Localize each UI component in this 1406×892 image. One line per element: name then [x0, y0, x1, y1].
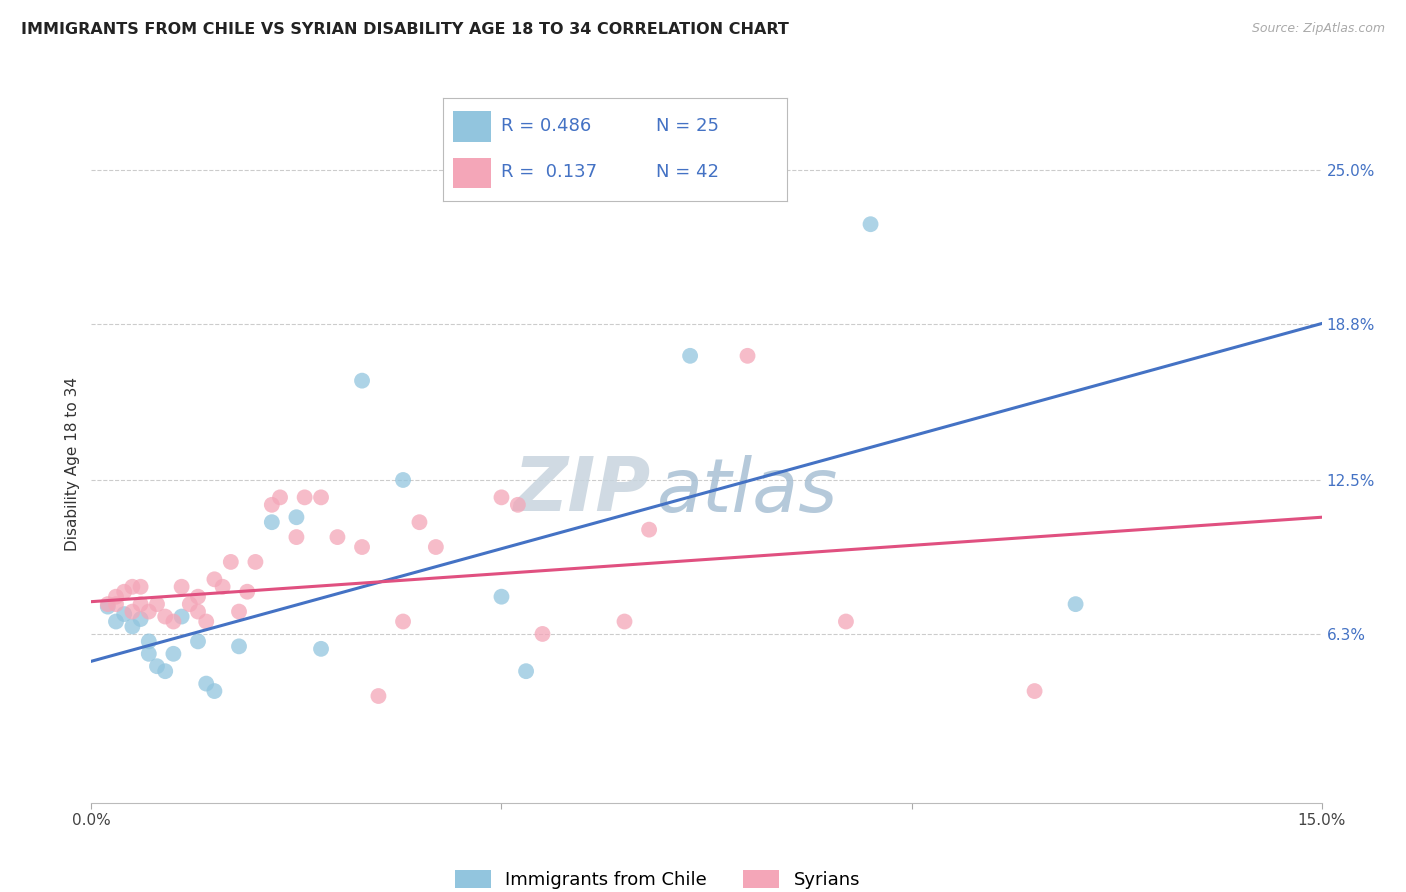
Text: R =  0.137: R = 0.137: [502, 163, 598, 181]
Point: [260, 498, 283, 512]
Point: [309, 641, 332, 656]
Point: [269, 491, 291, 505]
Point: [294, 491, 316, 505]
Point: [219, 555, 242, 569]
Text: IMMIGRANTS FROM CHILE VS SYRIAN DISABILITY AGE 18 TO 34 CORRELATION CHART: IMMIGRANTS FROM CHILE VS SYRIAN DISABILI…: [21, 22, 789, 37]
Point: [245, 555, 267, 569]
Point: [285, 510, 308, 524]
Point: [859, 217, 882, 231]
Text: atlas: atlas: [657, 455, 839, 527]
Point: [425, 540, 447, 554]
Point: [236, 584, 259, 599]
Point: [211, 580, 233, 594]
Point: [285, 530, 308, 544]
Point: [187, 605, 209, 619]
Y-axis label: Disability Age 18 to 34: Disability Age 18 to 34: [65, 376, 80, 551]
Point: [506, 498, 529, 512]
Point: [105, 590, 127, 604]
Point: [105, 615, 127, 629]
Point: [1024, 684, 1046, 698]
Point: [187, 634, 209, 648]
Point: [613, 615, 636, 629]
Point: [162, 647, 184, 661]
Point: [105, 597, 127, 611]
Point: [326, 530, 349, 544]
Point: [531, 627, 554, 641]
Point: [129, 597, 152, 611]
Bar: [453, 112, 491, 142]
Point: [153, 664, 177, 678]
Text: N = 25: N = 25: [657, 117, 720, 135]
Point: [737, 349, 759, 363]
Point: [187, 590, 209, 604]
Text: R = 0.486: R = 0.486: [502, 117, 592, 135]
Point: [153, 609, 177, 624]
Point: [162, 615, 184, 629]
Point: [179, 597, 201, 611]
Point: [515, 664, 537, 678]
Point: [309, 491, 332, 505]
Point: [392, 615, 415, 629]
Point: [121, 619, 143, 633]
Point: [195, 615, 218, 629]
Point: [638, 523, 661, 537]
Point: [835, 615, 858, 629]
Point: [1064, 597, 1087, 611]
Point: [129, 580, 152, 594]
Point: [352, 374, 374, 388]
Point: [112, 584, 135, 599]
Point: [367, 689, 389, 703]
Point: [138, 605, 160, 619]
Point: [97, 599, 120, 614]
Point: [679, 349, 702, 363]
Point: [392, 473, 415, 487]
Point: [170, 580, 193, 594]
Point: [408, 515, 430, 529]
Point: [170, 609, 193, 624]
Point: [260, 515, 283, 529]
Point: [121, 580, 143, 594]
Point: [491, 590, 513, 604]
Text: ZIP: ZIP: [515, 454, 651, 527]
Legend: Immigrants from Chile, Syrians: Immigrants from Chile, Syrians: [447, 863, 868, 892]
Point: [129, 612, 152, 626]
Bar: [453, 158, 491, 188]
Point: [228, 640, 250, 654]
Point: [138, 634, 160, 648]
Point: [202, 684, 225, 698]
Point: [352, 540, 374, 554]
Text: N = 42: N = 42: [657, 163, 720, 181]
Point: [228, 605, 250, 619]
Point: [202, 572, 225, 586]
Point: [195, 676, 218, 690]
Text: Source: ZipAtlas.com: Source: ZipAtlas.com: [1251, 22, 1385, 36]
Point: [146, 659, 169, 673]
Point: [146, 597, 169, 611]
Point: [138, 647, 160, 661]
Point: [112, 607, 135, 621]
Point: [121, 605, 143, 619]
Point: [97, 597, 120, 611]
Point: [491, 491, 513, 505]
